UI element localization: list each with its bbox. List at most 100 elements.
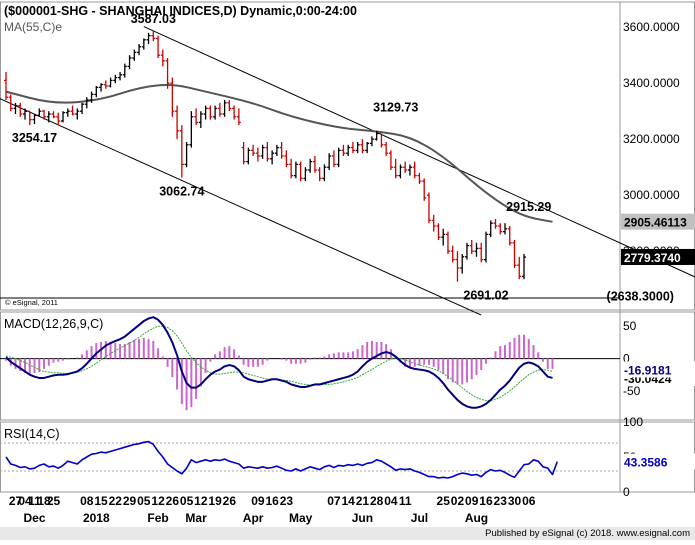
macd-value-tag: -16.9181 [624,364,672,378]
ohlc-bar [303,167,308,182]
ohlc-bar [274,144,279,156]
macd-panel-frame [0,311,695,421]
ohlc-bar [23,108,28,120]
x-day-label: 04 [384,494,398,508]
macd-line [5,316,553,409]
ohlc-bar [331,150,336,168]
x-day-label: 09 [251,494,265,508]
ohlc-bar [445,231,450,254]
x-day-label: 05 [180,494,194,508]
ohlc-bar [412,161,417,179]
ohlc-bar [18,102,23,117]
x-day-label: 05 [137,494,151,508]
ohlc-bar [217,102,222,117]
macd-y-tick-label: -50 [623,384,641,398]
ohlc-bar [384,142,389,156]
macd-y-tick-label: 0 [623,352,630,366]
ohlc-bar [436,223,441,240]
x-day-label: 25 [47,494,61,508]
ohlc-bar [170,77,175,117]
x-month-label: Jun [352,511,373,525]
ohlc-bar [502,223,507,235]
ohlc-bar [289,158,294,179]
ohlc-bar [198,111,203,128]
ohlc-bar [232,105,237,120]
ohlc-bar [431,214,436,232]
channel-lower-line [0,98,482,316]
x-day-label: 28 [370,494,384,508]
ohlc-bar [317,167,322,182]
price-y-tick-label: 3200.0000 [623,132,680,146]
x-day-label: 07 [327,494,341,508]
ohlc-bar [522,254,526,280]
ohlc-bar [65,108,70,117]
macd-value-tag-box [621,361,695,378]
ohlc-bar [341,144,346,156]
ohlc-bar [99,83,104,92]
ohlc-bar [417,172,422,184]
x-month-label: Apr [243,511,264,525]
x-day-label: 09 [465,494,479,508]
ohlc-bar [184,142,189,168]
ohlc-bar [137,44,142,56]
x-day-label: 11 [399,494,412,508]
ohlc-bar [327,153,332,170]
macd-signal-line [5,325,553,402]
ohlc-bar [8,94,13,112]
ma-value-tag: 2905.46113 [624,216,687,230]
ma-value-tag-box [621,213,695,230]
esignal-watermark: © eSignal, 2011 [5,298,58,307]
x-day-label: 12 [194,494,208,508]
price-annotation: 3254.17 [12,131,57,145]
x-month-label: Dec [24,511,46,525]
ohlc-bar [398,164,403,179]
ohlc-bar [4,72,8,100]
x-month-label: Feb [147,511,168,525]
rsi-panel-frame [0,421,695,493]
ohlc-bar [293,161,298,179]
ohlc-bar [241,142,246,165]
ohlc-bar [89,91,94,103]
x-day-label: 12 [151,494,165,508]
ohlc-bar [227,100,232,112]
x-day-label: 23 [494,494,508,508]
ohlc-bar [407,164,412,176]
ohlc-bar [284,150,289,168]
rsi-line [5,440,559,479]
ohlc-bar [255,147,260,162]
ohlc-bar [46,111,51,123]
ohlc-bar [346,144,351,156]
price-y-tick-label: 3400.0000 [623,76,680,90]
ohlc-bar [42,109,47,120]
x-day-label: 08 [80,494,94,508]
price-annotation: (2638.3000) [607,289,674,303]
ohlc-bar [32,114,37,125]
ohlc-bar [279,142,284,159]
x-day-label: 04 [18,494,32,508]
channel-upper-line [143,26,695,278]
price-annotation: 2915.29 [506,200,551,214]
ohlc-bar [350,142,355,154]
ohlc-bar [488,220,493,238]
footer-bar [0,527,695,540]
ohlc-bar [369,136,374,147]
ohlc-bar [493,219,498,229]
x-day-label: 30 [508,494,522,508]
x-day-label: 26 [223,494,237,508]
price-annotation: 3129.73 [373,101,418,115]
ohlc-bar [118,72,123,81]
ohlc-bar [94,86,99,98]
ohlc-bar [132,49,137,61]
ma-indicator-label: MA(55,C)e [4,20,62,34]
ohlc-bar [56,112,61,126]
ohlc-bar [374,130,379,141]
ohlc-bar [483,231,488,263]
ohlc-bar [84,97,89,109]
x-day-label: 18 [37,494,51,508]
x-day-label: 11 [28,494,41,508]
price-annotation: 3062.74 [159,185,204,199]
ohlc-bar [70,105,75,116]
ohlc-bar [146,32,151,44]
